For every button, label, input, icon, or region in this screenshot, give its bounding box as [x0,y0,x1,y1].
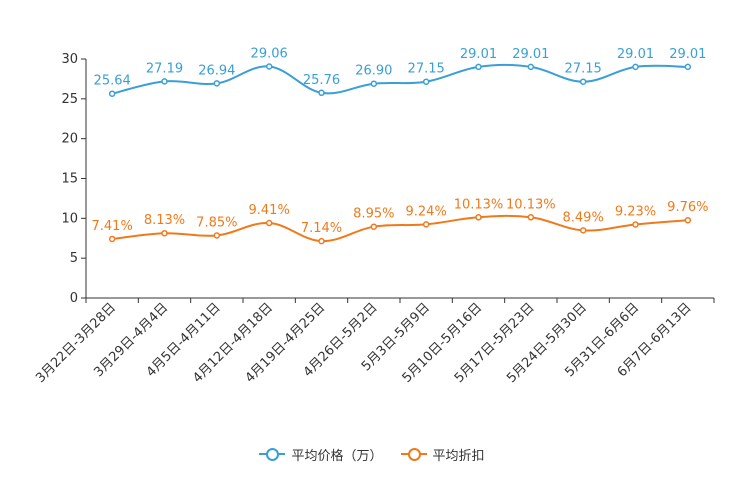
data-label: 26.94 [198,63,235,78]
data-label: 7.14% [301,221,342,236]
legend-label-discount: 平均折扣 [432,448,485,464]
data-label: 9.23% [615,204,656,219]
data-label: 27.15 [408,62,445,77]
data-point [684,216,692,224]
data-point [684,63,692,71]
data-point [422,221,430,228]
data-label: 27.19 [146,61,183,76]
data-point [527,63,535,71]
series-line-0 [111,63,688,95]
data-point [632,63,639,71]
data-point [318,89,325,97]
data-label: 27.15 [565,62,602,77]
data-label: 25.64 [94,74,131,89]
data-point [213,80,221,87]
data-point [422,78,430,85]
y-tick-label: 25 [61,92,78,107]
data-point [475,63,482,71]
data-label: 8.49% [563,210,604,225]
data-point [527,214,535,221]
y-tick-label: 10 [61,211,78,226]
data-label: 7.85% [196,215,237,230]
legend-item-discount[interactable]: 平均折扣 [400,445,485,464]
data-label: 29.01 [617,47,654,62]
data-label: 9.76% [667,200,708,215]
data-point [265,63,273,70]
data-label: 26.90 [355,64,392,79]
series-line-1 [112,214,688,243]
data-label: 10.13% [506,197,556,212]
y-tick-label: 5 [70,251,78,266]
data-point [265,219,273,227]
y-tick-label: 30 [61,52,78,67]
data-label: 29.01 [512,47,549,62]
data-label: 29.01 [669,47,706,62]
data-point [579,227,587,234]
data-point [213,232,221,239]
line-chart: 0510152025303月22日-3月28日3月29日-4月4日4月5日-4月… [33,46,715,386]
y-tick-label: 20 [61,132,78,147]
legend-item-price[interactable]: 平均价格（万） [259,445,383,464]
data-point [579,78,587,85]
legend-label-price: 平均价格（万） [291,448,383,464]
data-point [161,229,168,237]
data-label: 10.13% [454,197,504,212]
data-label: 9.41% [249,203,290,218]
data-label: 29.01 [460,47,497,62]
data-point [108,235,116,243]
legend: 平均价格（万） 平均折扣 [0,444,744,464]
data-point [475,214,482,221]
data-label: 29.06 [251,46,288,61]
legend-swatch-discount [400,448,427,461]
data-point [370,80,378,87]
data-label: 7.41% [92,219,133,234]
data-label: 9.24% [406,204,447,219]
data-point [632,221,639,228]
data-label: 8.95% [353,207,394,222]
legend-swatch-price [259,448,286,461]
data-label: 8.13% [144,213,185,228]
data-point [108,90,116,97]
data-label: 25.76 [303,73,340,88]
data-point [318,237,325,245]
data-point [370,223,378,230]
data-point [161,78,168,85]
y-tick-label: 15 [61,172,78,187]
y-tick-label: 0 [70,291,78,306]
